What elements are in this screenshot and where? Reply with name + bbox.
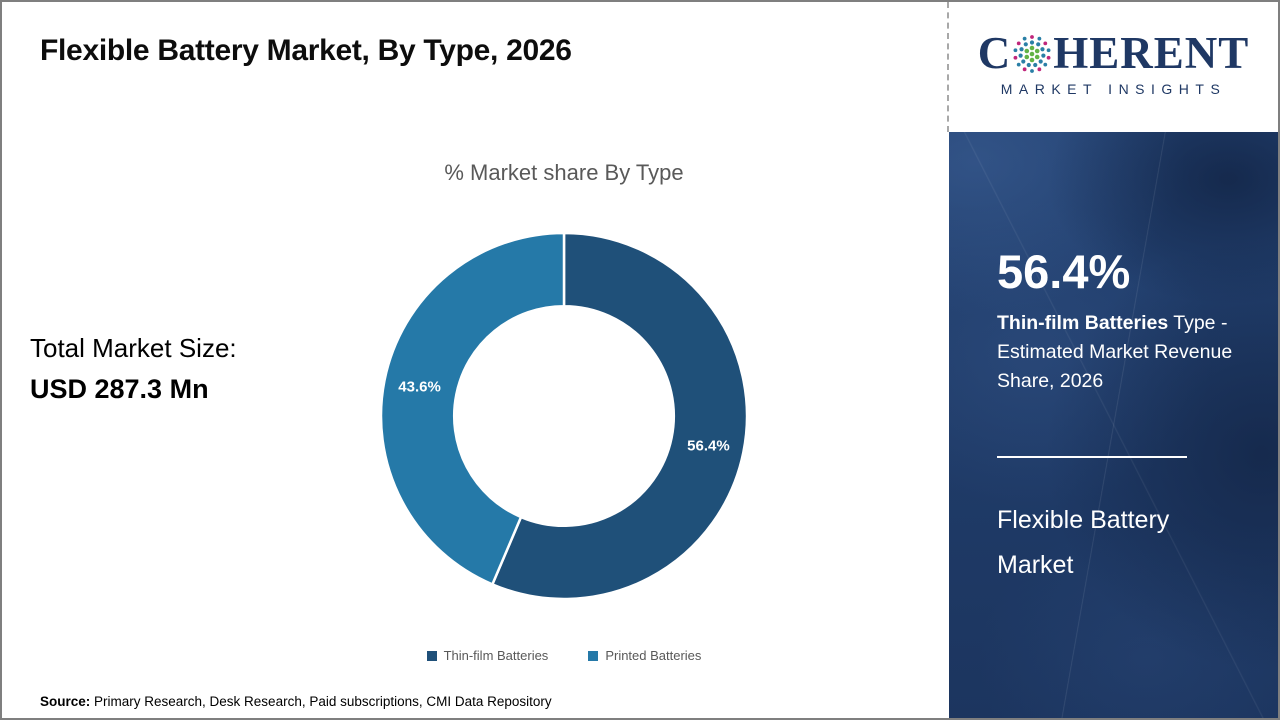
chart-title: % Market share By Type <box>444 160 684 185</box>
source-label: Source: <box>40 694 91 709</box>
page-title: Flexible Battery Market, By Type, 2026 <box>40 34 572 67</box>
total-market-size-block: Total Market Size: USD 287.3 Mn <box>30 328 237 410</box>
donut-slice-0 <box>491 231 749 601</box>
logo-letter-c: C <box>977 28 1012 78</box>
sidebar-stat-description: Thin-film Batteries Type - Estimated Mar… <box>997 309 1253 396</box>
coherent-logo: C HERENT MARKET INSIGHTS <box>947 2 1278 132</box>
sidebar-stat-segment-name: Thin-film Batteries <box>997 312 1169 335</box>
legend-item-thin-film: Thin-film Batteries <box>426 648 549 663</box>
logo-tagline: MARKET INSIGHTS <box>1000 81 1227 97</box>
donut-data-label-0: 56.4% <box>687 437 730 454</box>
sidebar-divider <box>997 456 1187 459</box>
donut-chart-wrap: 56.4% 43.6% <box>379 231 749 606</box>
donut-chart: 56.4% 43.6% <box>379 231 749 601</box>
sidebar-stat-value: 56.4% <box>997 245 1131 298</box>
donut-slice-1 <box>379 231 566 586</box>
legend-item-printed: Printed Batteries <box>588 648 701 663</box>
sidebar-stat-description-rest: Type - Estimated Market Revenue Share, 2… <box>997 312 1233 393</box>
chart-legend: Thin-film Batteries Printed Batteries <box>379 648 749 663</box>
legend-swatch-printed <box>588 650 599 661</box>
sidebar-report-title: Flexible Battery Market <box>997 506 1170 580</box>
chart-area: % Market share By Type 56.4% 43.6% Thin-f… <box>379 160 749 663</box>
source-text: Primary Research, Desk Research, Paid su… <box>90 694 552 709</box>
total-market-size-label: Total Market Size: <box>30 333 237 363</box>
legend-label-thin-film: Thin-film Batteries <box>443 648 549 663</box>
logo-letters-herent: HERENT <box>1053 28 1250 78</box>
highlight-sidebar: 56.4% Thin-film Batteries Type - Estimat… <box>949 132 1278 718</box>
legend-swatch-thin-film <box>426 650 437 661</box>
legend-label-printed: Printed Batteries <box>605 648 702 663</box>
coherent-globe-icon <box>1013 34 1051 73</box>
source-line: Source: Primary Research, Desk Research,… <box>40 694 552 709</box>
coherent-logo-wordmark: C HERENT <box>978 31 1250 76</box>
donut-data-label-1: 43.6% <box>398 379 441 396</box>
total-market-size-value: USD 287.3 Mn <box>30 374 209 404</box>
